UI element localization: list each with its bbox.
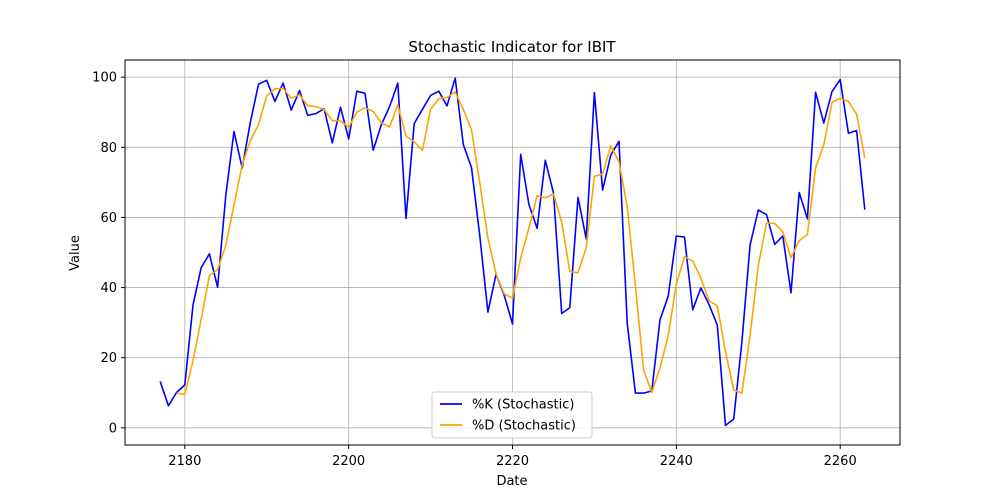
y-tick-label: 60 [100,211,117,226]
series-line-k [159,77,866,427]
y-axis-ticks: 0 20 40 60 80 100 [92,71,125,436]
legend: %K (Stochastic) %D (Stochastic) [431,391,593,439]
y-tick-label: 80 [100,141,117,156]
y-tick-label: 100 [92,71,117,86]
y-tick-label: 0 [109,421,117,436]
y-tick-label: 20 [100,351,117,366]
legend-box [431,391,593,439]
grid-lines [125,60,900,445]
y-tick-label: 40 [100,281,117,296]
chart-title: Stochastic Indicator for IBIT [408,38,616,56]
legend-label: %D (Stochastic) [472,419,576,434]
x-tick-label: 2200 [332,454,365,469]
series-line-d [176,87,866,396]
x-axis-label: Date [496,474,527,489]
x-tick-label: 2260 [824,454,857,469]
series-lines [159,77,866,427]
x-tick-label: 2240 [660,454,693,469]
x-tick-label: 2220 [496,454,529,469]
x-tick-label: 2180 [168,454,201,469]
x-axis-ticks: 2180 2200 2220 2240 2260 [168,445,857,469]
y-axis-label: Value [68,235,83,271]
legend-label: %K (Stochastic) [472,398,574,413]
